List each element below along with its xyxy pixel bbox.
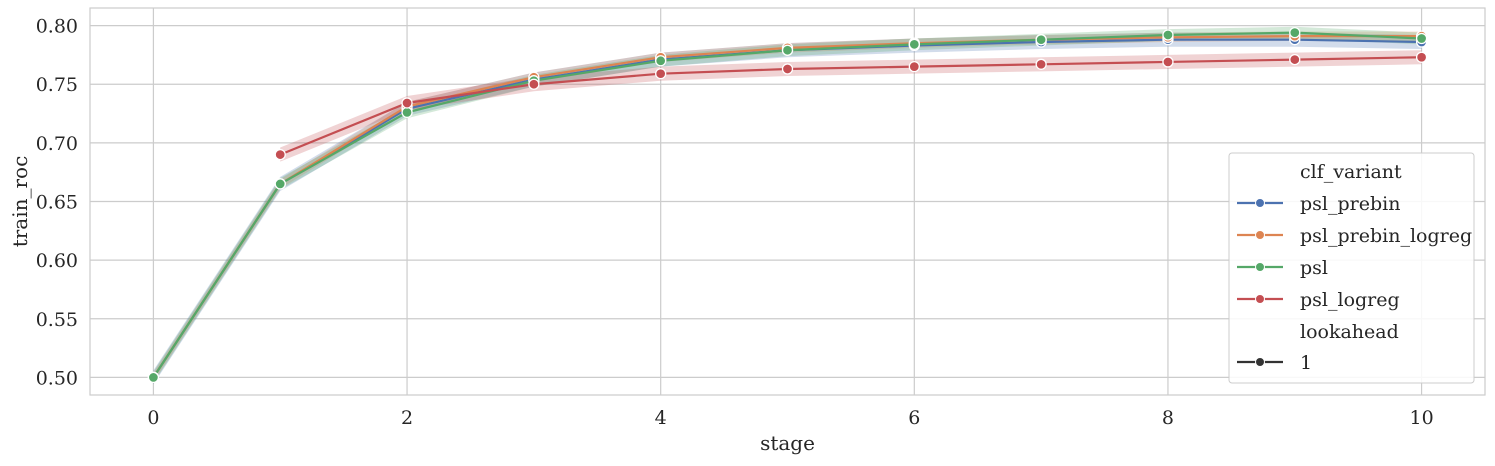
data-point-psl_logreg bbox=[781, 63, 794, 75]
data-point-psl bbox=[147, 371, 160, 384]
x-tick-label: 4 bbox=[655, 407, 667, 429]
y-tick-label: 0.75 bbox=[36, 74, 78, 96]
x-tick-label: 0 bbox=[147, 407, 159, 429]
data-point-psl_logreg bbox=[401, 97, 413, 109]
data-point-psl_logreg bbox=[655, 68, 667, 80]
data-point-psl bbox=[274, 178, 286, 190]
data-point-psl_logreg bbox=[1035, 58, 1047, 70]
data-point-psl bbox=[655, 55, 667, 67]
data-point-psl_logreg bbox=[274, 148, 286, 161]
plot-frame bbox=[89, 7, 1486, 396]
data-point-psl bbox=[781, 44, 794, 56]
data-point-psl bbox=[401, 106, 413, 119]
y-tick-label: 0.55 bbox=[36, 309, 78, 331]
legend-swatch-marker bbox=[1255, 294, 1265, 304]
legend-style-entries: 1 bbox=[1237, 352, 1312, 374]
x-tick-labels: 0 2 4 6 8 10 bbox=[147, 407, 1433, 429]
legend-swatch-marker bbox=[1255, 198, 1265, 208]
y-tick-label: 0.50 bbox=[36, 367, 78, 389]
data-point-psl bbox=[1035, 34, 1047, 46]
series-line-psl_logreg bbox=[279, 56, 1422, 156]
legend-style-swatch-marker bbox=[1255, 357, 1265, 367]
y-tick-labels: 0.50 0.55 0.60 0.65 0.70 0.75 0.80 bbox=[36, 16, 78, 390]
y-tick-label: 0.70 bbox=[36, 133, 78, 155]
data-point-psl bbox=[1162, 29, 1174, 41]
legend-entry-label: psl_prebin_logreg bbox=[1300, 225, 1472, 247]
y-tick-label: 0.60 bbox=[36, 250, 78, 272]
legend-entry-label: psl bbox=[1300, 257, 1328, 279]
y-tick-label: 0.80 bbox=[36, 16, 78, 38]
x-tick-label: 2 bbox=[401, 407, 413, 429]
legend-hue-title: clf_variant bbox=[1300, 161, 1402, 183]
data-point-psl bbox=[1415, 32, 1428, 45]
confidence-bands bbox=[153, 26, 1422, 385]
x-tick-label: 6 bbox=[908, 407, 920, 429]
x-axis-label: stage bbox=[760, 431, 815, 455]
y-axis-label: train_roc bbox=[8, 156, 32, 248]
data-point-psl_logreg bbox=[908, 60, 920, 73]
legend-swatch-marker bbox=[1255, 230, 1265, 240]
legend-box bbox=[1228, 152, 1475, 384]
x-tick-label: 8 bbox=[1162, 407, 1174, 429]
y-tick-label: 0.65 bbox=[36, 192, 78, 214]
legend: clf_variant psl_prebinpsl_prebin_logregp… bbox=[1228, 152, 1475, 384]
series-points bbox=[147, 26, 1428, 384]
legend-entry-label: psl_logreg bbox=[1300, 289, 1400, 311]
data-point-psl_logreg bbox=[1162, 56, 1174, 68]
legend-style-title: lookahead bbox=[1300, 321, 1399, 343]
x-tick-label: 10 bbox=[1409, 407, 1433, 429]
legend-style-entry-label: 1 bbox=[1300, 352, 1312, 374]
legend-swatch-marker bbox=[1255, 262, 1265, 272]
confidence-band-psl_logreg bbox=[280, 50, 1422, 162]
data-point-psl bbox=[1289, 26, 1301, 39]
data-point-psl_logreg bbox=[1289, 53, 1301, 66]
legend-entry-label: psl_prebin bbox=[1300, 193, 1400, 215]
data-point-psl_logreg bbox=[528, 78, 540, 90]
data-point-psl_logreg bbox=[1415, 51, 1428, 63]
data-point-psl bbox=[908, 38, 920, 51]
